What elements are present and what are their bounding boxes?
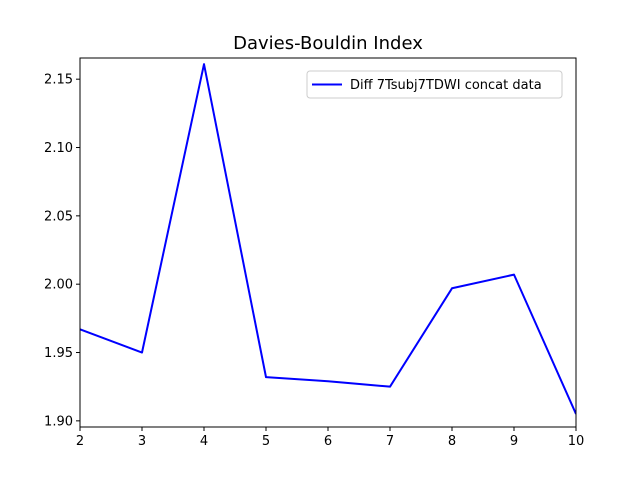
x-tick-label: 4 xyxy=(200,434,208,449)
y-tick-label: 2.15 xyxy=(44,73,73,88)
series-line xyxy=(80,63,576,415)
y-tick-label: 2.05 xyxy=(44,209,73,224)
x-tick-label: 2 xyxy=(76,434,84,449)
x-tick-label: 6 xyxy=(324,434,332,449)
legend: Diff 7Tsubj7TDWI concat data xyxy=(306,70,563,99)
series-lines xyxy=(80,63,576,415)
x-axis-ticks: 2 3 4 5 6 7 8 9 10 xyxy=(76,427,584,449)
x-tick-label: 3 xyxy=(138,434,146,449)
legend-label: Diff 7Tsubj7TDWI concat data xyxy=(350,78,542,93)
y-tick-label: 2.00 xyxy=(44,278,73,293)
y-tick-label: 1.95 xyxy=(44,346,73,361)
x-tick-label: 9 xyxy=(510,434,518,449)
x-tick-label: 10 xyxy=(568,434,585,449)
x-tick-label: 5 xyxy=(262,434,270,449)
plot-area-frame xyxy=(79,57,577,428)
y-tick-label: 2.10 xyxy=(44,141,73,156)
x-tick-label: 8 xyxy=(448,434,456,449)
y-tick-label: 1.90 xyxy=(44,414,73,429)
legend-box xyxy=(306,70,563,99)
x-tick-label: 7 xyxy=(386,434,394,449)
chart-title: Davies-Bouldin Index xyxy=(233,33,423,54)
y-axis-ticks: 1.90 1.95 2.00 2.05 2.10 2.15 xyxy=(44,73,80,429)
